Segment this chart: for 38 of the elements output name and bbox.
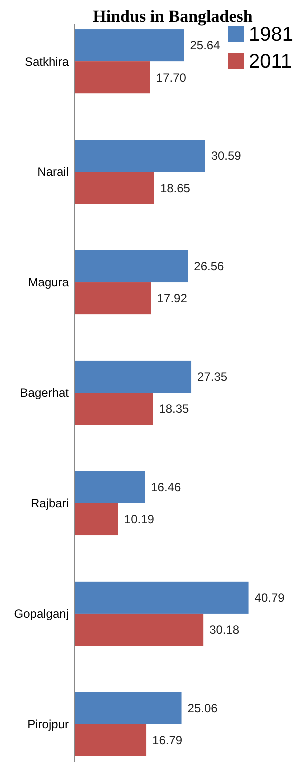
bar <box>75 503 118 536</box>
bar <box>75 30 184 62</box>
data-label: 18.35 <box>159 402 190 416</box>
y-tick-label: Pirojpur <box>28 718 69 732</box>
bar <box>75 582 249 614</box>
y-tick-label: Gopalganj <box>14 607 69 622</box>
bar <box>75 62 150 94</box>
data-label: 30.18 <box>210 623 240 638</box>
bar <box>75 172 154 204</box>
data-label: 40.79 <box>254 591 286 606</box>
data-label: 25.64 <box>190 38 221 53</box>
bar <box>75 614 204 646</box>
data-label: 17.70 <box>156 70 187 85</box>
bar <box>75 724 147 756</box>
data-label: 27.35 <box>198 370 228 384</box>
bar <box>75 250 188 283</box>
bar <box>75 393 154 426</box>
legend-label: 2011 <box>249 51 292 73</box>
bar <box>75 360 192 393</box>
data-label: 16.79 <box>152 734 183 748</box>
bar <box>75 282 152 315</box>
data-label: 16.46 <box>151 480 182 495</box>
chart-title: Hindus in Bangladesh <box>93 7 254 26</box>
y-tick-label: Magura <box>28 276 70 290</box>
y-tick-label: Narail <box>38 165 69 180</box>
y-tick-label: Bagerhat <box>20 386 70 400</box>
data-label: 30.59 <box>211 149 242 164</box>
y-tick-label: Rajbari <box>30 496 69 511</box>
bar <box>75 140 206 172</box>
data-label: 17.92 <box>157 292 188 306</box>
data-label: 10.19 <box>124 512 155 527</box>
bar <box>75 471 146 504</box>
legend-label: 1981 <box>249 24 294 46</box>
y-tick-label: Satkhira <box>24 54 70 69</box>
bar <box>75 692 182 724</box>
data-label: 25.06 <box>188 702 218 716</box>
data-label: 26.56 <box>194 260 225 274</box>
data-label: 18.65 <box>160 181 191 196</box>
